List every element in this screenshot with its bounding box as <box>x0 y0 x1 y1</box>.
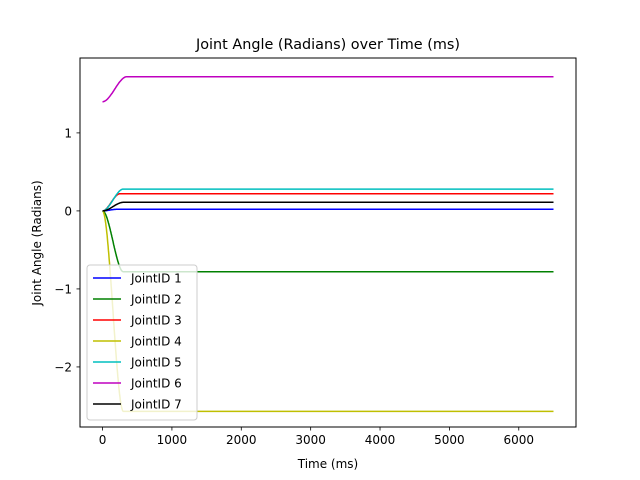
y-tick-label: −1 <box>54 282 72 296</box>
y-tick-label: −2 <box>54 360 72 374</box>
y-tick-label: 1 <box>64 126 72 140</box>
x-tick-label: 5000 <box>434 433 465 447</box>
series-line-6 <box>102 75 554 103</box>
legend-label: JointID 2 <box>130 293 182 307</box>
chart-title: Joint Angle (Radians) over Time (ms) <box>195 37 460 53</box>
legend: JointID 1 JointID 2 JointID 3 JointID 4 Join… <box>86 264 198 421</box>
x-tick-label: 2000 <box>226 433 257 447</box>
legend-label: JointID 6 <box>130 377 182 391</box>
series-line-7 <box>102 201 554 212</box>
legend-label: JointID 7 <box>130 398 182 412</box>
y-axis-label: Joint Angle (Radians) <box>30 180 44 306</box>
x-tick-label: 1000 <box>157 433 188 447</box>
legend-label: JointID 5 <box>130 356 182 370</box>
tick-layer: 0 1000 2000 3000 4000 5000 6000 1 0 −1 −2 <box>54 126 534 447</box>
x-tick-label: 4000 <box>365 433 396 447</box>
x-tick-label: 0 <box>99 433 107 447</box>
legend-box <box>86 264 198 421</box>
legend-label: JointID 1 <box>130 272 182 286</box>
legend-label: JointID 4 <box>130 335 182 349</box>
y-tick-label: 0 <box>64 204 72 218</box>
plot-frame <box>79 57 577 428</box>
x-tick-label: 3000 <box>295 433 326 447</box>
series-line-5 <box>102 188 554 212</box>
x-tick-label: 6000 <box>503 433 534 447</box>
x-axis-label: Time (ms) <box>297 457 359 471</box>
legend-label: JointID 3 <box>130 314 182 328</box>
